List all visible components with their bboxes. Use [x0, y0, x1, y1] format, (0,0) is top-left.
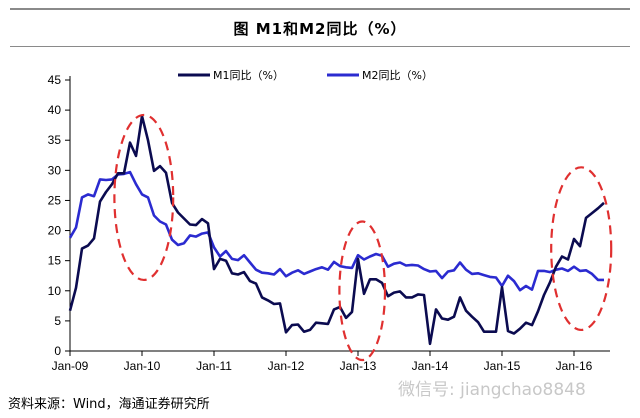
source-note: 资料来源：Wind，海通证券研究所 [8, 397, 210, 412]
y-tick-label: 5 [54, 314, 61, 328]
y-tick-label: 15 [48, 254, 62, 268]
x-tick-label: Jan-10 [124, 359, 161, 373]
m1-series-line [68, 114, 605, 346]
legend-m1-label: M1同比（%） [213, 69, 284, 82]
y-tick-label: 35 [48, 133, 62, 147]
watermark: 微信号: jiangchao8848 [398, 380, 586, 400]
y-tick-label: 10 [48, 284, 62, 298]
highlight-ellipse [550, 166, 613, 332]
y-tick-label: 45 [48, 73, 62, 87]
x-tick-label: Jan-13 [340, 359, 377, 373]
y-tick-label: 25 [48, 193, 62, 207]
y-tick-label: 30 [48, 163, 62, 177]
highlight-ellipse [113, 113, 175, 282]
series-lines [68, 114, 605, 346]
y-axis: 0 5 10 15 20 25 30 35 40 45 [48, 73, 71, 358]
x-tick-label: Jan-14 [412, 359, 449, 373]
x-tick-label: Jan-12 [268, 359, 305, 373]
chart-title: 图 M1和M2同比（%） [233, 20, 407, 38]
legend: M1同比（%） M2同比（%） [178, 69, 433, 82]
x-tick-label: Jan-16 [556, 359, 593, 373]
m2-series-line [68, 170, 604, 292]
y-tick-label: 0 [54, 344, 61, 358]
y-tick-label: 40 [48, 103, 62, 117]
highlight-ellipse [338, 220, 387, 362]
x-tick-label: Jan-09 [52, 359, 89, 373]
top-rule [10, 8, 630, 10]
highlight-ellipses [113, 113, 613, 362]
title-rule [10, 46, 630, 47]
x-axis: Jan-09 Jan-10 Jan-11 Jan-12 Jan-13 Jan-14 Jan-… [52, 350, 610, 373]
y-tick-label: 20 [48, 224, 62, 238]
x-tick-label: Jan-15 [484, 359, 521, 373]
legend-m2-label: M2同比（%） [362, 69, 433, 82]
x-tick-label: Jan-11 [196, 359, 232, 373]
